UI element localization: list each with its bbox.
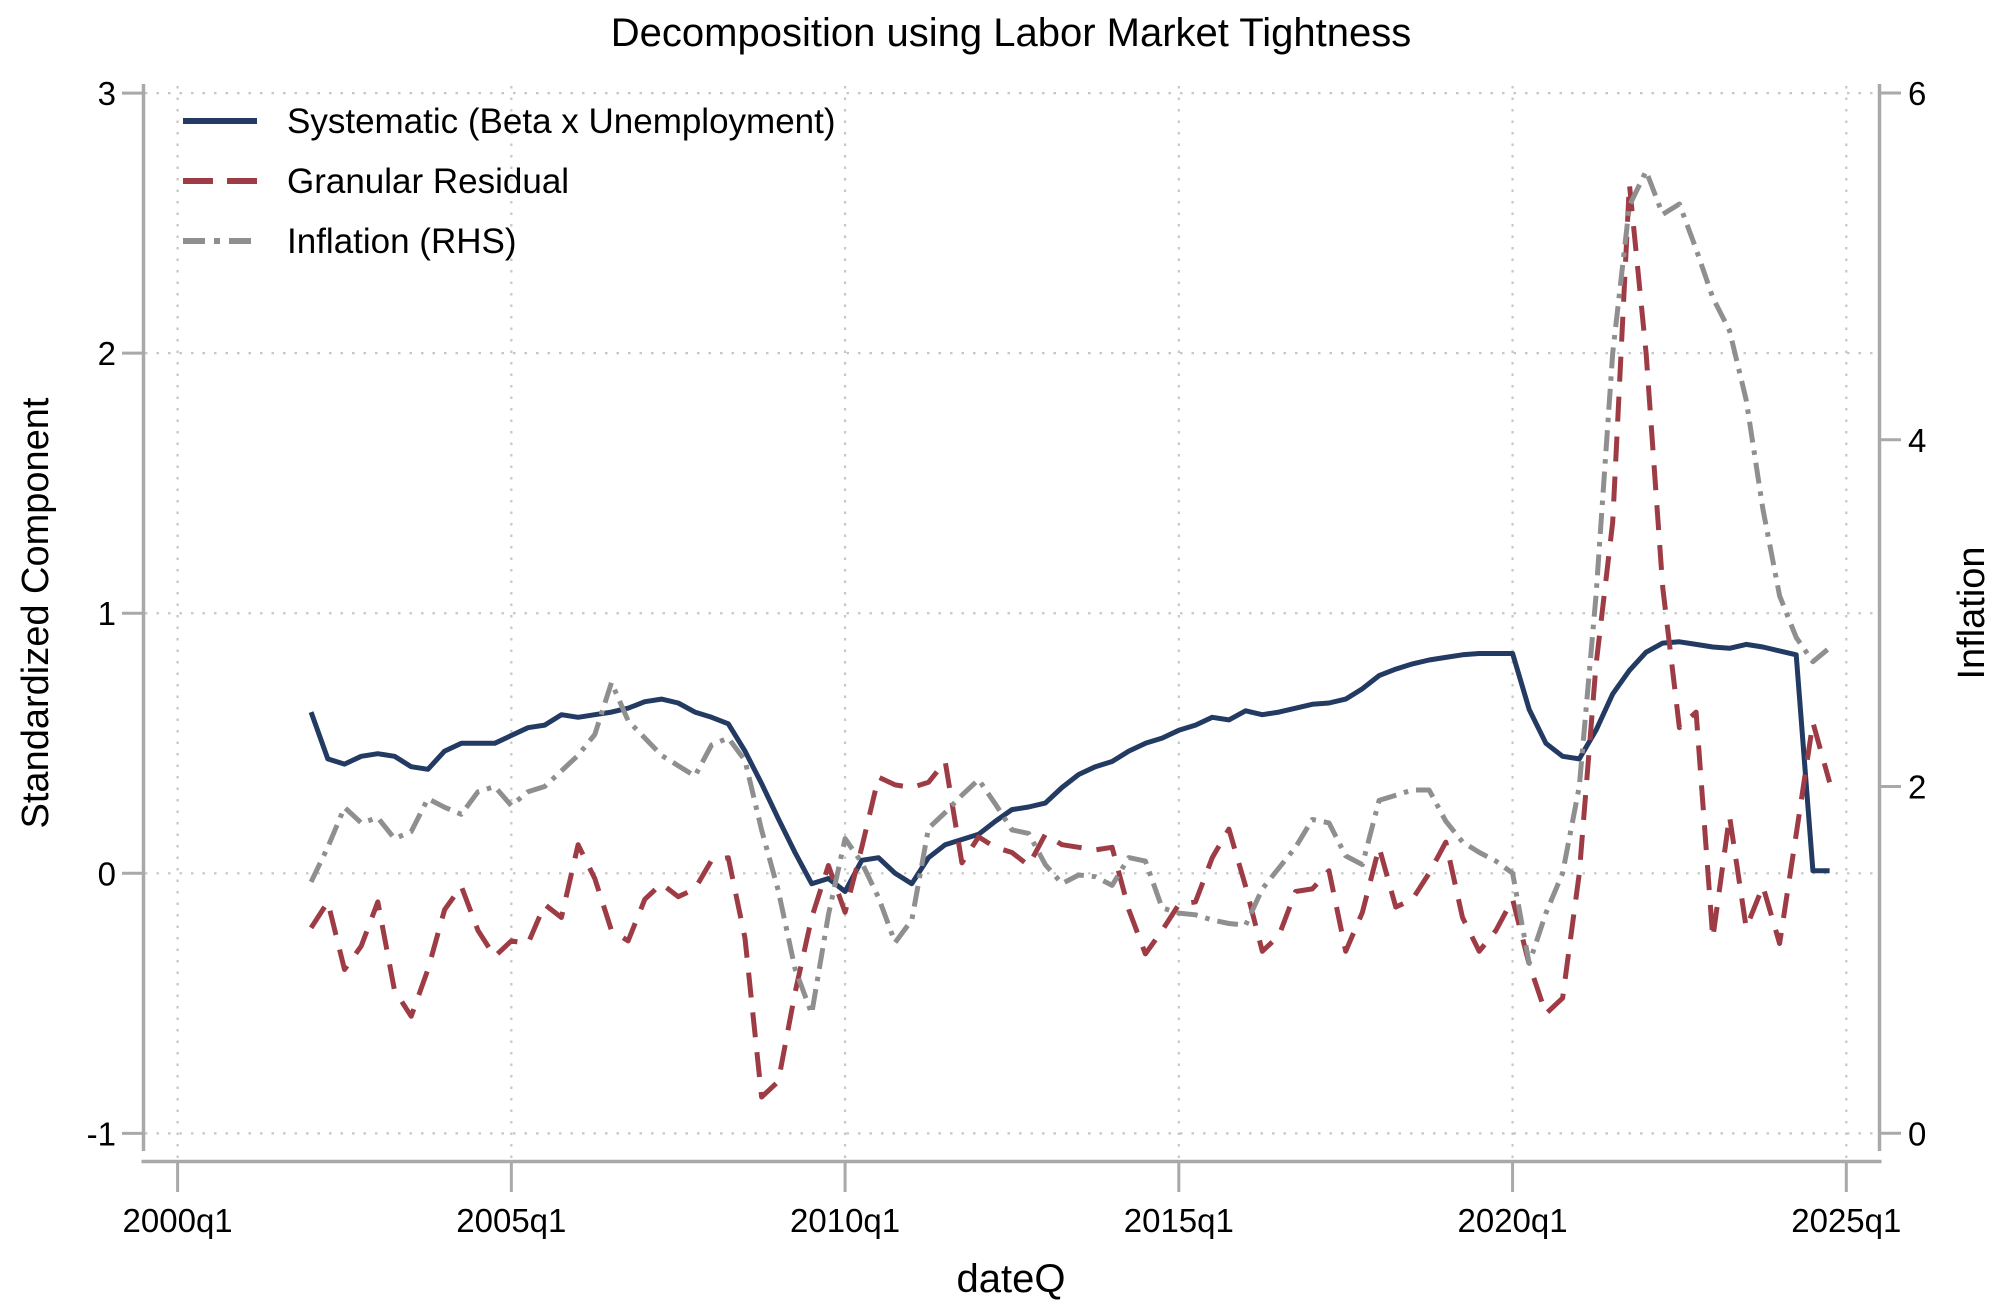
- left-axis-tick-label: 1: [98, 595, 116, 632]
- x-axis-tick-label: 2025q1: [1791, 1202, 1901, 1239]
- right-axis-tick-label: 4: [1908, 422, 1926, 459]
- right-axis-tick-label: 6: [1908, 75, 1926, 112]
- gridlines: [145, 86, 1878, 1160]
- tick-labels: 3 2 1 0 -1 6 4 2 0 2000q1 2005q1 2010q1 2015q1 2020q1…: [87, 75, 1927, 1239]
- x-axis-tick-label: 2000q1: [123, 1202, 233, 1239]
- series-line-granular: [308, 181, 1833, 1100]
- x-axis-tick-label: 2010q1: [790, 1202, 900, 1239]
- left-axis-tick-label: 3: [98, 75, 116, 112]
- left-axis-tick-label: 2: [98, 335, 116, 372]
- left-axis-title: Standardized Component: [15, 397, 57, 828]
- right-axis-title: Inflation: [1951, 546, 1993, 679]
- data-series: [308, 168, 1833, 1100]
- legend: Systematic (Beta x Unemployment) Granula…: [183, 102, 836, 261]
- right-axis-tick-label: 0: [1908, 1115, 1926, 1152]
- x-axis-title: dateQ: [957, 1257, 1066, 1301]
- legend-label-inflation: Inflation (RHS): [287, 222, 517, 261]
- left-axis-tick-label: -1: [87, 1115, 116, 1152]
- legend-label-systematic: Systematic (Beta x Unemployment): [287, 102, 836, 141]
- series-line-systematic: [308, 639, 1830, 894]
- left-axis-tick-label: 0: [98, 855, 116, 892]
- series-line-inflation: [308, 168, 1832, 1017]
- x-axis-tick-label: 2015q1: [1124, 1202, 1234, 1239]
- right-axis-tick-label: 2: [1908, 769, 1926, 806]
- x-axis-tick-label: 2020q1: [1457, 1202, 1567, 1239]
- legend-label-granular: Granular Residual: [287, 162, 569, 201]
- chart-title: Decomposition using Labor Market Tightne…: [611, 11, 1411, 55]
- axes: [122, 84, 1901, 1192]
- x-axis-tick-label: 2005q1: [456, 1202, 566, 1239]
